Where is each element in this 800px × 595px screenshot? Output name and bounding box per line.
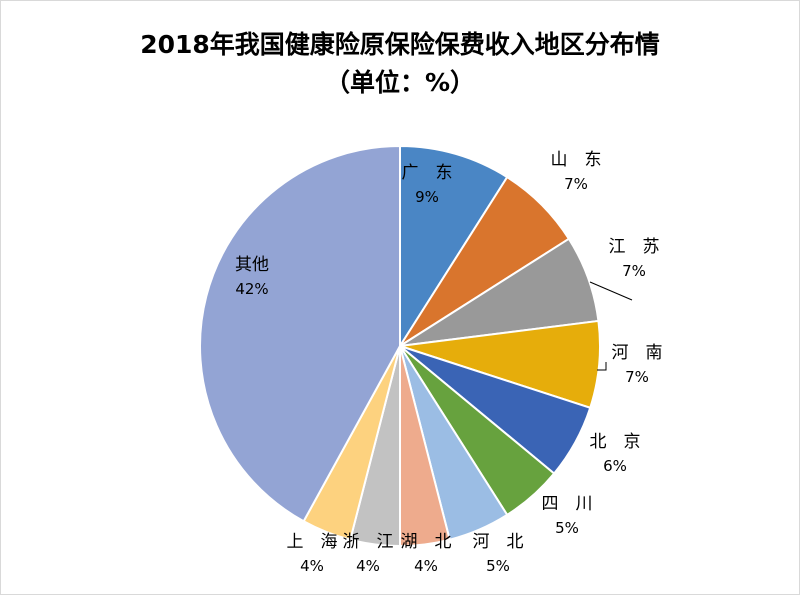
slice-value-label: 7% [564, 175, 588, 193]
slice-value-label: 4% [300, 557, 324, 575]
chart-title-main: 2018年我国健康险原保险保费收入地区分布情 [140, 30, 660, 59]
slice-label: 上 海 [287, 532, 338, 552]
slice-label: 江 苏 [609, 237, 660, 257]
slice-value-label: 7% [625, 368, 649, 386]
slice-label: 广 东 [402, 163, 453, 183]
slice-label: 浙 江 [343, 532, 394, 552]
slice-value-label: 5% [486, 557, 510, 575]
pie-slice [199, 144, 401, 523]
slice-value-label: 9% [415, 188, 439, 206]
slice-label: 湖 北 [401, 532, 452, 552]
slice-value-label: 7% [622, 262, 646, 280]
chart-title: 2018年我国健康险原保险保费收入地区分布情 （单位：%） [0, 26, 800, 102]
slice-label: 四 川 [542, 494, 593, 514]
slice-value-label: 4% [414, 557, 438, 575]
pie-slice [399, 144, 509, 350]
slice-value-label: 42% [235, 280, 268, 298]
slice-label: 河 南 [612, 343, 663, 363]
slice-value-label: 5% [555, 519, 579, 537]
slice-value-label: 4% [356, 557, 380, 575]
slice-label: 北 京 [590, 432, 641, 452]
slice-value-label: 6% [603, 457, 627, 475]
slice-label: 河 北 [473, 532, 524, 552]
leader-line [597, 362, 607, 371]
slice-label: 其他 [235, 255, 269, 275]
leader-line [589, 281, 633, 301]
slice-label: 山 东 [551, 150, 602, 170]
chart-subtitle: （单位：%） [324, 68, 476, 97]
